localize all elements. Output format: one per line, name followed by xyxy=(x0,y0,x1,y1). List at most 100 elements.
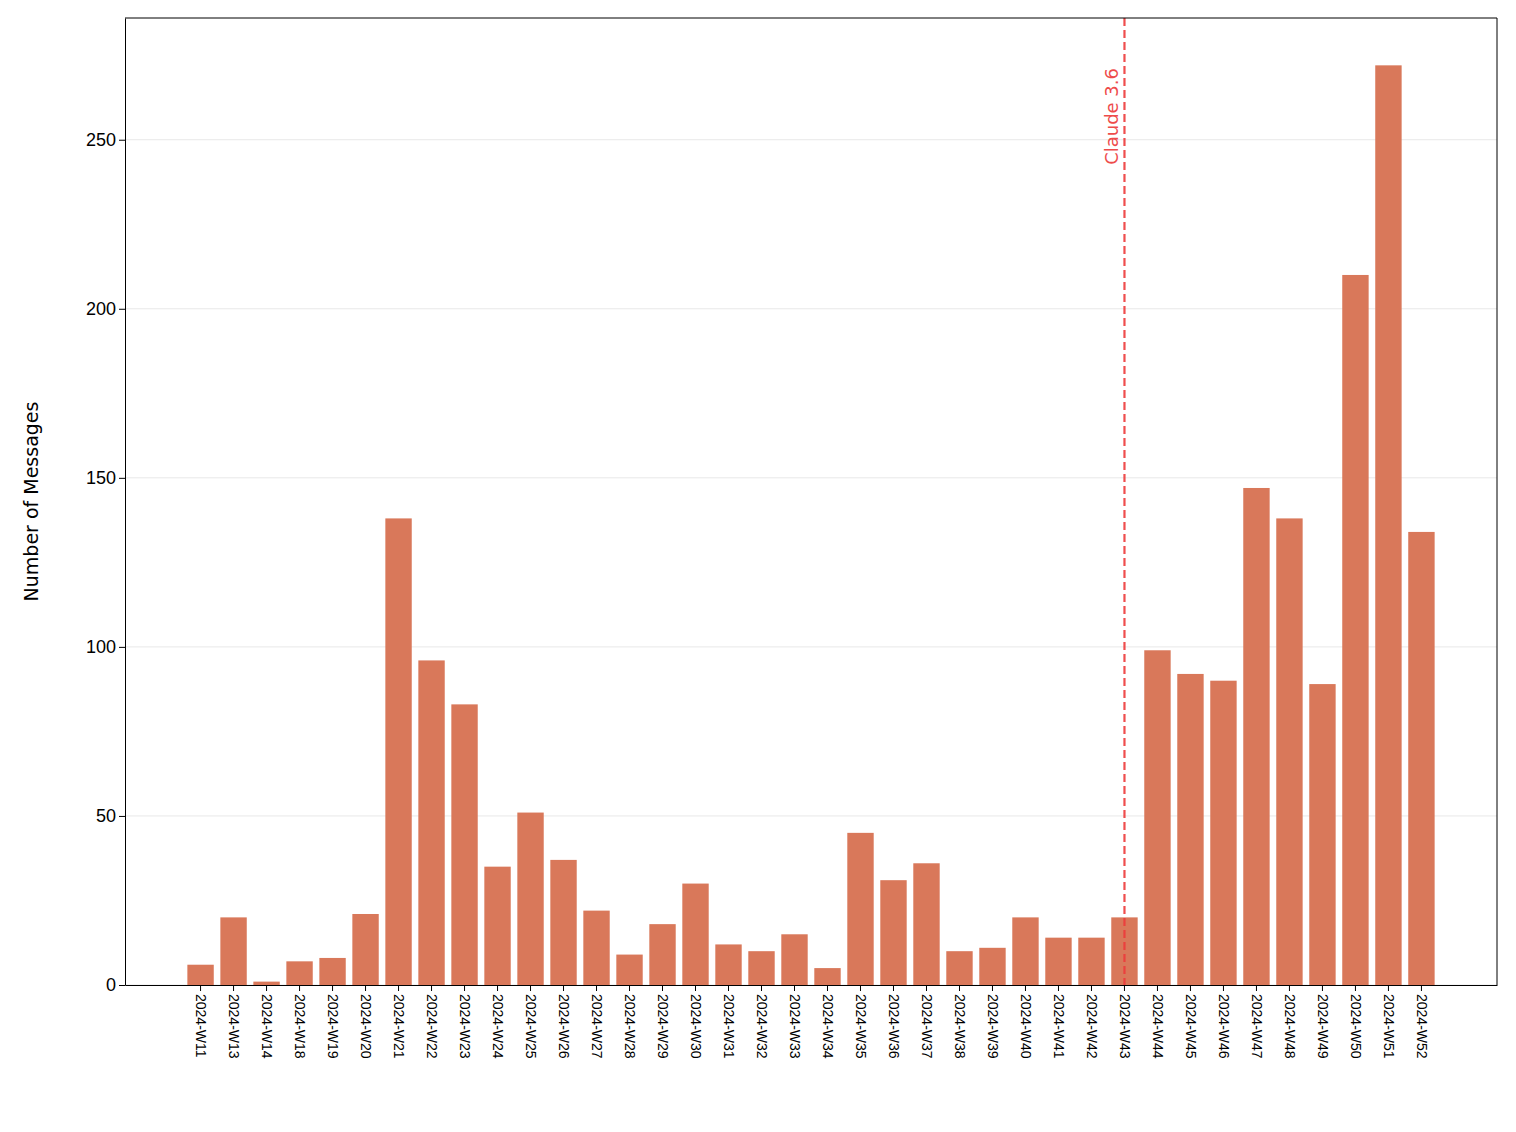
bar xyxy=(1342,275,1368,985)
x-tick: 2024-W31 xyxy=(721,985,737,1059)
x-tick: 2024-W50 xyxy=(1348,985,1364,1059)
bar xyxy=(748,951,774,985)
x-tick: 2024-W27 xyxy=(589,985,605,1059)
x-tick: 2024-W46 xyxy=(1216,985,1232,1059)
bar xyxy=(286,961,312,985)
x-tick-mark xyxy=(1190,985,1191,991)
x-tick: 2024-W41 xyxy=(1051,985,1067,1059)
x-tick-mark xyxy=(959,985,960,991)
annotation-label: Claude 3.6 xyxy=(1101,68,1122,165)
y-axis-line xyxy=(125,19,126,986)
x-tick-label: 2024-W30 xyxy=(688,994,704,1059)
x-tick-mark xyxy=(1058,985,1059,991)
y-axis: 050100150200250 xyxy=(86,19,126,996)
x-tick-label: 2024-W45 xyxy=(1183,994,1199,1059)
bar xyxy=(1045,938,1071,985)
frame xyxy=(125,18,1497,19)
x-axis-line xyxy=(126,985,1498,986)
x-tick-label: 2024-W40 xyxy=(1018,994,1034,1059)
x-tick: 2024-W26 xyxy=(556,985,572,1059)
x-tick: 2024-W49 xyxy=(1315,985,1331,1059)
grid-line xyxy=(125,139,1497,140)
x-tick-mark xyxy=(1289,985,1290,991)
y-tick-mark xyxy=(119,647,125,648)
bar xyxy=(352,914,378,985)
x-tick-label: 2024-W27 xyxy=(589,994,605,1059)
x-tick: 2024-W23 xyxy=(457,985,473,1059)
x-tick-mark xyxy=(332,985,333,991)
y-tick: 50 xyxy=(96,806,125,826)
x-tick-label: 2024-W19 xyxy=(325,994,341,1059)
x-tick-mark xyxy=(596,985,597,991)
bar xyxy=(1012,917,1038,985)
x-tick-mark xyxy=(893,985,894,991)
x-tick-label: 2024-W32 xyxy=(754,994,770,1059)
x-tick-mark xyxy=(1388,985,1389,991)
x-tick-label: 2024-W36 xyxy=(886,994,902,1059)
x-tick-label: 2024-W43 xyxy=(1117,994,1133,1059)
y-tick-label: 250 xyxy=(86,130,116,150)
x-tick: 2024-W18 xyxy=(292,985,308,1059)
y-tick: 250 xyxy=(86,130,125,150)
x-tick: 2024-W33 xyxy=(787,985,803,1059)
x-tick-label: 2024-W39 xyxy=(985,994,1001,1059)
x-tick: 2024-W25 xyxy=(523,985,539,1059)
x-tick: 2024-W20 xyxy=(358,985,374,1059)
x-tick: 2024-W29 xyxy=(655,985,671,1059)
bar xyxy=(781,934,807,985)
x-tick-mark xyxy=(497,985,498,991)
bar xyxy=(1210,681,1236,985)
y-tick-label: 200 xyxy=(86,299,116,319)
bar xyxy=(880,880,906,985)
bar xyxy=(451,704,477,985)
bar xyxy=(1144,650,1170,985)
x-tick-label: 2024-W14 xyxy=(259,994,275,1059)
x-tick-mark xyxy=(662,985,663,991)
x-tick-label: 2024-W38 xyxy=(952,994,968,1059)
bar xyxy=(1177,674,1203,985)
x-tick-mark xyxy=(1355,985,1356,991)
bar xyxy=(187,965,213,985)
x-tick-label: 2024-W34 xyxy=(820,994,836,1059)
bar xyxy=(220,917,246,985)
x-tick-mark xyxy=(1256,985,1257,991)
x-tick-mark xyxy=(827,985,828,991)
x-tick: 2024-W40 xyxy=(1018,985,1034,1059)
bar xyxy=(418,660,444,985)
x-tick-mark xyxy=(695,985,696,991)
x-tick: 2024-W30 xyxy=(688,985,704,1059)
x-tick-label: 2024-W28 xyxy=(622,994,638,1059)
x-tick-mark xyxy=(200,985,201,991)
bar xyxy=(913,863,939,985)
bar xyxy=(550,860,576,985)
x-tick-mark xyxy=(1421,985,1422,991)
y-tick: 200 xyxy=(86,299,125,319)
bar xyxy=(715,944,741,985)
y-tick-mark xyxy=(119,478,125,479)
x-tick-label: 2024-W23 xyxy=(457,994,473,1059)
x-tick-mark xyxy=(860,985,861,991)
bar xyxy=(814,968,840,985)
x-tick-mark xyxy=(1322,985,1323,991)
x-tick-mark xyxy=(266,985,267,991)
grid xyxy=(125,140,1497,985)
x-tick-label: 2024-W41 xyxy=(1051,994,1067,1059)
x-tick: 2024-W45 xyxy=(1183,985,1199,1059)
x-tick: 2024-W51 xyxy=(1381,985,1397,1059)
bar xyxy=(385,518,411,985)
x-tick-label: 2024-W13 xyxy=(226,994,242,1059)
x-tick-mark xyxy=(530,985,531,991)
bar xyxy=(1408,532,1434,985)
bar xyxy=(1276,518,1302,985)
x-tick-label: 2024-W24 xyxy=(490,994,506,1059)
x-tick: 2024-W35 xyxy=(853,985,869,1059)
x-tick-mark xyxy=(464,985,465,991)
bar xyxy=(979,948,1005,985)
x-tick-label: 2024-W25 xyxy=(523,994,539,1059)
x-tick-mark xyxy=(1091,985,1092,991)
x-tick-label: 2024-W52 xyxy=(1414,994,1430,1059)
x-tick: 2024-W21 xyxy=(391,985,407,1059)
x-tick-mark xyxy=(794,985,795,991)
x-tick-label: 2024-W21 xyxy=(391,994,407,1059)
x-tick: 2024-W28 xyxy=(622,985,638,1059)
